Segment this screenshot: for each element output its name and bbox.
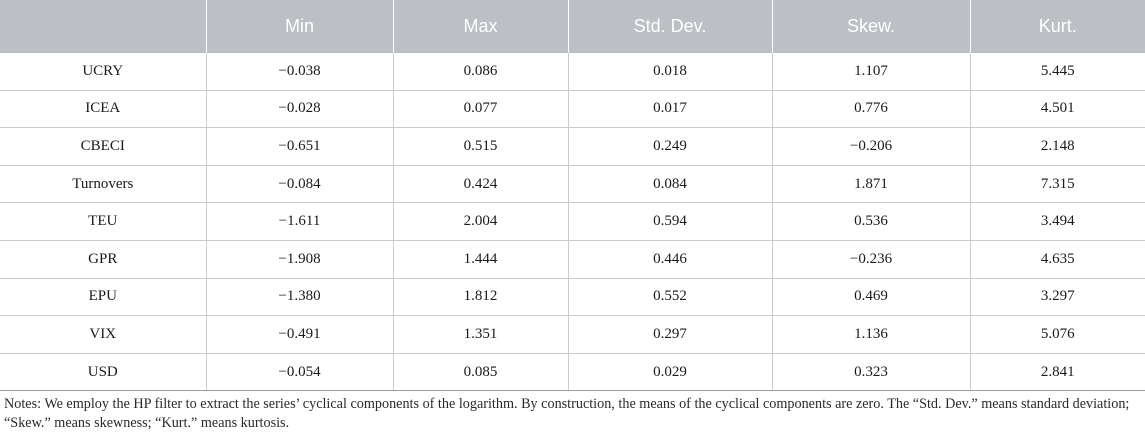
cell-kurt: 3.297 — [969, 278, 1145, 317]
cell-skew: 0.469 — [771, 278, 970, 317]
cell-min: −1.380 — [205, 278, 393, 317]
cell-max: 0.424 — [392, 165, 568, 204]
cell-skew: −0.236 — [771, 240, 970, 279]
cell-kurt: 2.841 — [969, 353, 1145, 392]
header-cell-skew: Skew. — [771, 0, 970, 53]
cell-kurt: 7.315 — [969, 165, 1145, 204]
cell-min: −0.084 — [205, 165, 393, 204]
cell-kurt: 5.445 — [969, 53, 1145, 91]
descriptive-stats-table: Min Max Std. Dev. Skew. Kurt. UCRY −0.03… — [0, 0, 1145, 392]
header-cell-variable — [0, 0, 206, 53]
cell-std-dev: 0.084 — [567, 165, 772, 204]
cell-kurt: 2.148 — [969, 127, 1145, 166]
header-cell-kurt: Kurt. — [969, 0, 1145, 53]
header-cell-min: Min — [205, 0, 393, 53]
cell-max: 0.515 — [392, 127, 568, 166]
row-label: Turnovers — [0, 165, 206, 204]
cell-skew: 0.323 — [771, 353, 970, 392]
cell-std-dev: 0.594 — [567, 202, 772, 241]
cell-kurt: 4.501 — [969, 90, 1145, 129]
cell-min: −0.038 — [205, 53, 393, 91]
cell-std-dev: 0.297 — [567, 315, 772, 354]
table-row: UCRY −0.038 0.086 0.018 1.107 5.445 — [0, 53, 1145, 91]
row-label: UCRY — [0, 53, 206, 91]
cell-skew: 0.536 — [771, 202, 970, 241]
header-cell-max: Max — [392, 0, 568, 53]
cell-kurt: 3.494 — [969, 202, 1145, 241]
cell-min: −1.611 — [205, 202, 393, 241]
row-label: ICEA — [0, 90, 206, 129]
row-label: CBECI — [0, 127, 206, 166]
cell-max: 0.085 — [392, 353, 568, 392]
cell-std-dev: 0.446 — [567, 240, 772, 279]
cell-max: 0.086 — [392, 53, 568, 91]
table-row: VIX −0.491 1.351 0.297 1.136 5.076 — [0, 315, 1145, 354]
cell-max: 1.812 — [392, 278, 568, 317]
cell-std-dev: 0.552 — [567, 278, 772, 317]
header-cell-std-dev: Std. Dev. — [567, 0, 772, 53]
row-label: VIX — [0, 315, 206, 354]
table-notes: Notes: We employ the HP filter to extrac… — [4, 396, 1130, 432]
cell-skew: 1.107 — [771, 53, 970, 91]
table-row: TEU −1.611 2.004 0.594 0.536 3.494 — [0, 202, 1145, 241]
cell-max: 1.444 — [392, 240, 568, 279]
cell-min: −0.491 — [205, 315, 393, 354]
row-label: GPR — [0, 240, 206, 279]
cell-skew: 1.871 — [771, 165, 970, 204]
cell-max: 0.077 — [392, 90, 568, 129]
cell-max: 1.351 — [392, 315, 568, 354]
cell-std-dev: 0.029 — [567, 353, 772, 392]
cell-skew: 1.136 — [771, 315, 970, 354]
cell-kurt: 4.635 — [969, 240, 1145, 279]
cell-max: 2.004 — [392, 202, 568, 241]
table-row: ICEA −0.028 0.077 0.017 0.776 4.501 — [0, 90, 1145, 129]
cell-skew: 0.776 — [771, 90, 970, 129]
cell-skew: −0.206 — [771, 127, 970, 166]
cell-std-dev: 0.017 — [567, 90, 772, 129]
cell-min: −0.651 — [205, 127, 393, 166]
table-row: EPU −1.380 1.812 0.552 0.469 3.297 — [0, 278, 1145, 317]
cell-std-dev: 0.018 — [567, 53, 772, 91]
row-label: TEU — [0, 202, 206, 241]
table-row: Turnovers −0.084 0.424 0.084 1.871 7.315 — [0, 165, 1145, 204]
cell-kurt: 5.076 — [969, 315, 1145, 354]
row-label: USD — [0, 353, 206, 392]
cell-min: −0.054 — [205, 353, 393, 392]
row-label: EPU — [0, 278, 206, 317]
table-row: USD −0.054 0.085 0.029 0.323 2.841 — [0, 353, 1145, 392]
cell-std-dev: 0.249 — [567, 127, 772, 166]
cell-min: −1.908 — [205, 240, 393, 279]
header-row: Min Max Std. Dev. Skew. Kurt. — [0, 0, 1145, 53]
cell-min: −0.028 — [205, 90, 393, 129]
table-row: GPR −1.908 1.444 0.446 −0.236 4.635 — [0, 240, 1145, 279]
table-row: CBECI −0.651 0.515 0.249 −0.206 2.148 — [0, 127, 1145, 166]
